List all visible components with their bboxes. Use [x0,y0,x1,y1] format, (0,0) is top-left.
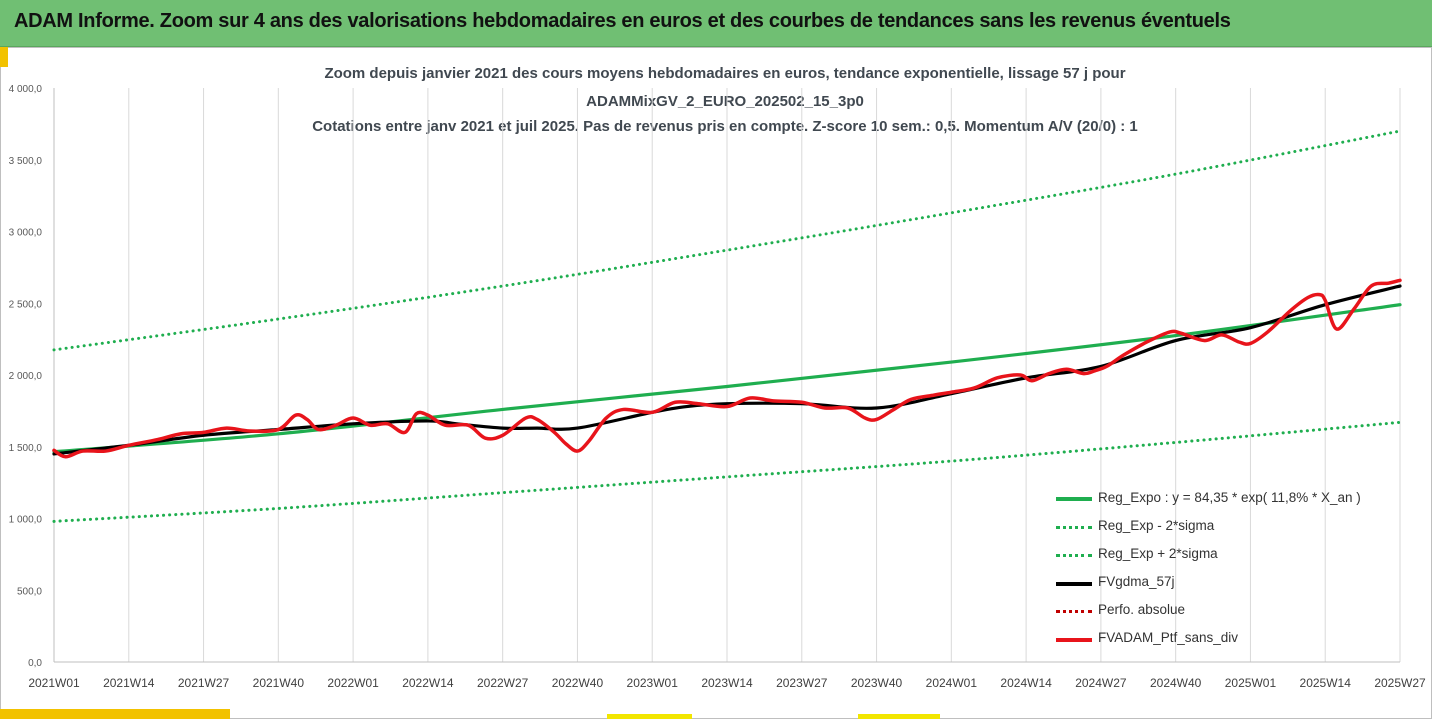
series-reg-expo [52,303,1402,454]
x-tick-label: 2025W27 [1374,676,1426,690]
x-tick-label: 2022W14 [402,676,454,690]
x-tick-label: 2024W40 [1150,676,1202,690]
x-tick-label: 2021W40 [253,676,305,690]
series-portfolio [52,278,1402,459]
x-tick-label: 2025W01 [1225,676,1277,690]
chart-title-line-2: ADAMMixGV_2_EURO_202502_15_3p0 [586,93,864,110]
x-tick-label: 2023W40 [851,676,903,690]
y-tick-label: 0,0 [28,658,42,669]
y-tick-label: 1 000,0 [9,515,43,526]
legend-label-portfolio: FVADAM_Ptf_sans_div [1098,630,1239,645]
legend-label-reg-expo: Reg_Expo : y = 84,35 * exp( 11,8% * X_an… [1098,490,1361,505]
legend-swatch-reg-expo [1056,497,1092,501]
y-tick-label: 1 500,0 [9,443,43,454]
legend-label-fvgdma: FVgdma_57j [1098,574,1175,589]
legend-swatch-fvgdma [1056,582,1092,586]
series-fvgdma-57j [52,284,1402,456]
chart-title-line-1: Zoom depuis janvier 2021 des cours moyen… [324,65,1126,82]
y-tick-label: 4 000,0 [9,84,43,95]
legend-swatch-portfolio [1056,638,1092,642]
y-tick-label: 3 000,0 [9,228,43,239]
chart-frame [0,47,1432,719]
accent-corner-bottom [0,709,230,719]
legend-label-reg-minus: Reg_Exp - 2*sigma [1098,518,1215,533]
x-tick-label: 2022W27 [477,676,529,690]
accent-mark-bottom-2 [858,714,940,719]
series-reg-minus-2sigma [52,420,1402,523]
y-tick-label: 500,0 [17,586,42,597]
x-tick-label: 2022W01 [327,676,379,690]
series-reg-plus-2sigma [52,129,1402,352]
x-tick-label: 2024W27 [1075,676,1127,690]
accent-mark-bottom-1 [607,714,692,719]
x-tick-label: 2024W14 [1000,676,1052,690]
x-tick-label: 2021W01 [28,676,80,690]
x-tick-label: 2023W01 [627,676,679,690]
accent-corner-top [0,47,8,67]
y-tick-label: 3 500,0 [9,156,43,167]
legend-swatch-perfo [1056,610,1092,613]
x-tick-label: 2021W27 [178,676,230,690]
chart-title-line-3: Cotations entre janv 2021 et juil 2025. … [312,118,1138,135]
x-tick-label: 2023W14 [701,676,753,690]
x-tick-label: 2022W40 [552,676,604,690]
y-tick-label: 2 500,0 [9,299,43,310]
legend-swatch-reg-plus [1056,554,1092,557]
y-tick-label: 2 000,0 [9,371,43,382]
legend-label-reg-plus: Reg_Exp + 2*sigma [1098,546,1218,561]
header-bar: ADAM Informe. Zoom sur 4 ans des valoris… [0,0,1432,47]
legend-label-perfo: Perfo. absolue [1098,602,1186,617]
legend-swatch-reg-minus [1056,526,1092,529]
page-title: ADAM Informe. Zoom sur 4 ans des valoris… [14,10,1231,32]
x-tick-label: 2025W14 [1300,676,1352,690]
x-tick-label: 2021W14 [103,676,155,690]
x-tick-label: 2023W27 [776,676,828,690]
x-tick-label: 2024W01 [926,676,978,690]
